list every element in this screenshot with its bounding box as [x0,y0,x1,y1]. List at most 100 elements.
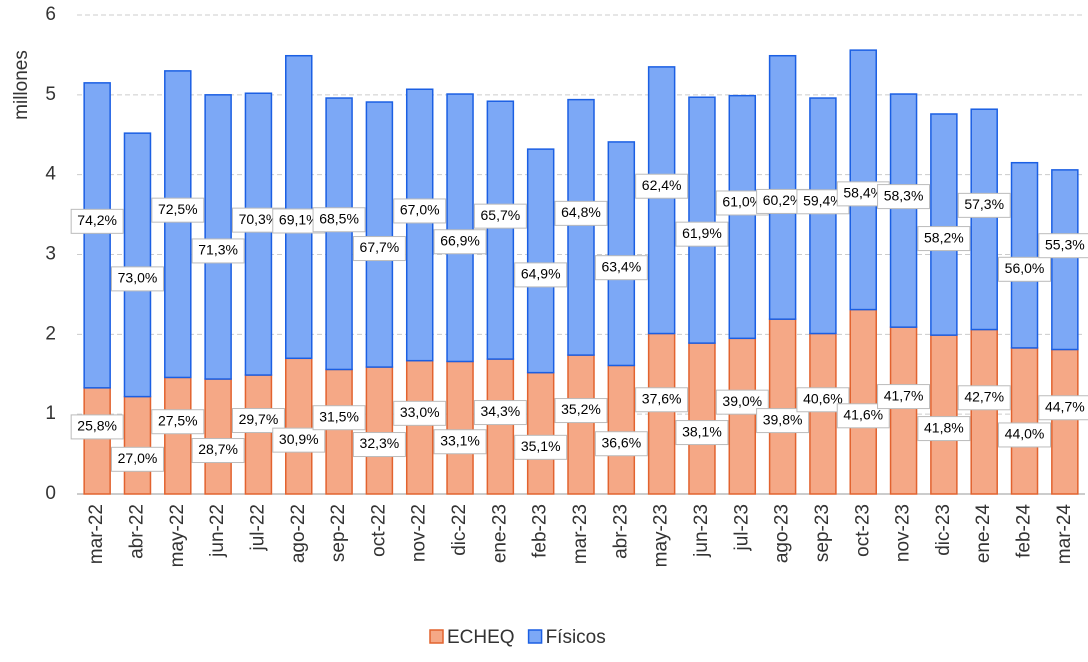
data-label-box [514,262,568,288]
bar-segment [123,395,152,495]
x-tick-label: mar-22 [86,504,107,564]
x-tick-label: may-22 [167,504,188,567]
data-label: 34,3% [481,403,521,419]
y-tick-label: 1 [45,403,56,424]
data-label-box [1038,233,1088,259]
bar-segment [970,328,998,495]
data-label-box [917,416,971,442]
data-label-box [151,409,205,435]
data-label-box [877,384,931,410]
bar-segment [244,374,273,495]
bar-segment [325,97,353,371]
x-tick-label: ene-23 [489,504,510,563]
x-tick-label: sep-22 [328,504,349,562]
data-label-box [957,385,1011,411]
bar-segment [1010,347,1039,495]
data-label-box [957,192,1011,218]
data-label-box [433,429,487,455]
bar-segment [849,308,877,495]
data-label: 64,8% [561,204,601,220]
data-label: 27,0% [118,450,158,466]
bar-segment [889,326,918,495]
bar-segment [607,141,636,367]
bar-segment [728,337,757,495]
x-tick-label: dic-22 [449,504,470,556]
x-tick-label: nov-23 [893,504,914,562]
data-label-box [1038,395,1088,421]
x-tick-label: abr-23 [610,504,631,559]
data-label: 39,0% [722,393,762,409]
legend-swatch [527,629,543,644]
data-label: 25,8% [77,418,117,434]
data-label-box [312,405,366,431]
bar-segment [285,54,313,360]
data-label-box [594,255,648,281]
data-label: 72,5% [158,201,198,217]
bar-segment [567,354,595,495]
data-label: 27,5% [158,412,198,428]
data-label: 35,2% [561,401,601,417]
bar-segment [405,88,434,362]
y-tick-label: 3 [45,244,56,265]
bar-segment [526,148,555,374]
x-tick-label: jun-22 [207,504,228,558]
x-tick-label: sep-23 [812,504,833,562]
data-label-box [998,256,1052,282]
data-label-box [715,389,769,415]
data-label: 33,1% [440,432,480,448]
data-label-box [998,422,1052,448]
data-label: 69,1% [279,212,319,228]
data-label: 56,0% [1005,260,1045,276]
data-label: 58,3% [884,187,924,203]
bar-segment [405,359,434,495]
legend-swatch [429,629,444,644]
bar-segment [567,98,595,356]
data-label-box [675,221,729,247]
data-label: 44,7% [1045,398,1085,414]
data-label: 60,2% [763,192,803,208]
bar-segment [486,358,515,495]
y-tick-label: 5 [45,84,56,105]
data-label: 62,4% [642,177,682,193]
x-tick-label: jul-23 [731,504,752,551]
bar-segment [930,113,958,336]
x-tick-label: mar-24 [1054,504,1075,565]
bar-segment [768,318,797,495]
data-label: 57,3% [964,196,1004,212]
bar-segment [930,334,958,495]
data-label: 61,0% [722,194,762,210]
bar-segment [768,54,797,320]
data-label: 67,0% [400,202,440,218]
bar-segment [970,108,998,331]
data-label-box [70,414,124,440]
data-label-box [756,408,810,434]
bar-segment [446,360,474,495]
x-tick-label: jun-23 [691,504,712,558]
bar-segment [647,66,676,335]
data-label-box [110,266,164,292]
y-tick-label: 2 [45,323,56,344]
bar-segment [164,376,192,495]
data-label: 65,7% [481,207,521,223]
bar-segment [446,93,474,363]
bar-segment [486,100,515,360]
bar-segment [164,70,192,379]
x-tick-label: abr-22 [126,504,147,559]
y-axis-label: millones [11,50,32,120]
bar-segment [83,387,111,495]
data-label: 63,4% [601,258,641,274]
legend-label: Físicos [546,627,606,648]
data-label-box [312,207,366,233]
data-label: 29,7% [239,411,279,427]
data-label: 32,3% [360,435,400,451]
x-tick-label: feb-24 [1014,504,1035,558]
data-label: 66,9% [440,232,480,248]
data-label-box [393,198,447,224]
x-tick-label: jul-22 [247,504,268,551]
x-tick-label: dic-23 [933,504,954,556]
bar-segment [365,366,394,495]
data-label: 64,9% [521,266,561,282]
data-label: 58,2% [924,229,964,245]
data-label: 59,4% [803,192,843,208]
data-label: 58,4% [843,185,883,201]
